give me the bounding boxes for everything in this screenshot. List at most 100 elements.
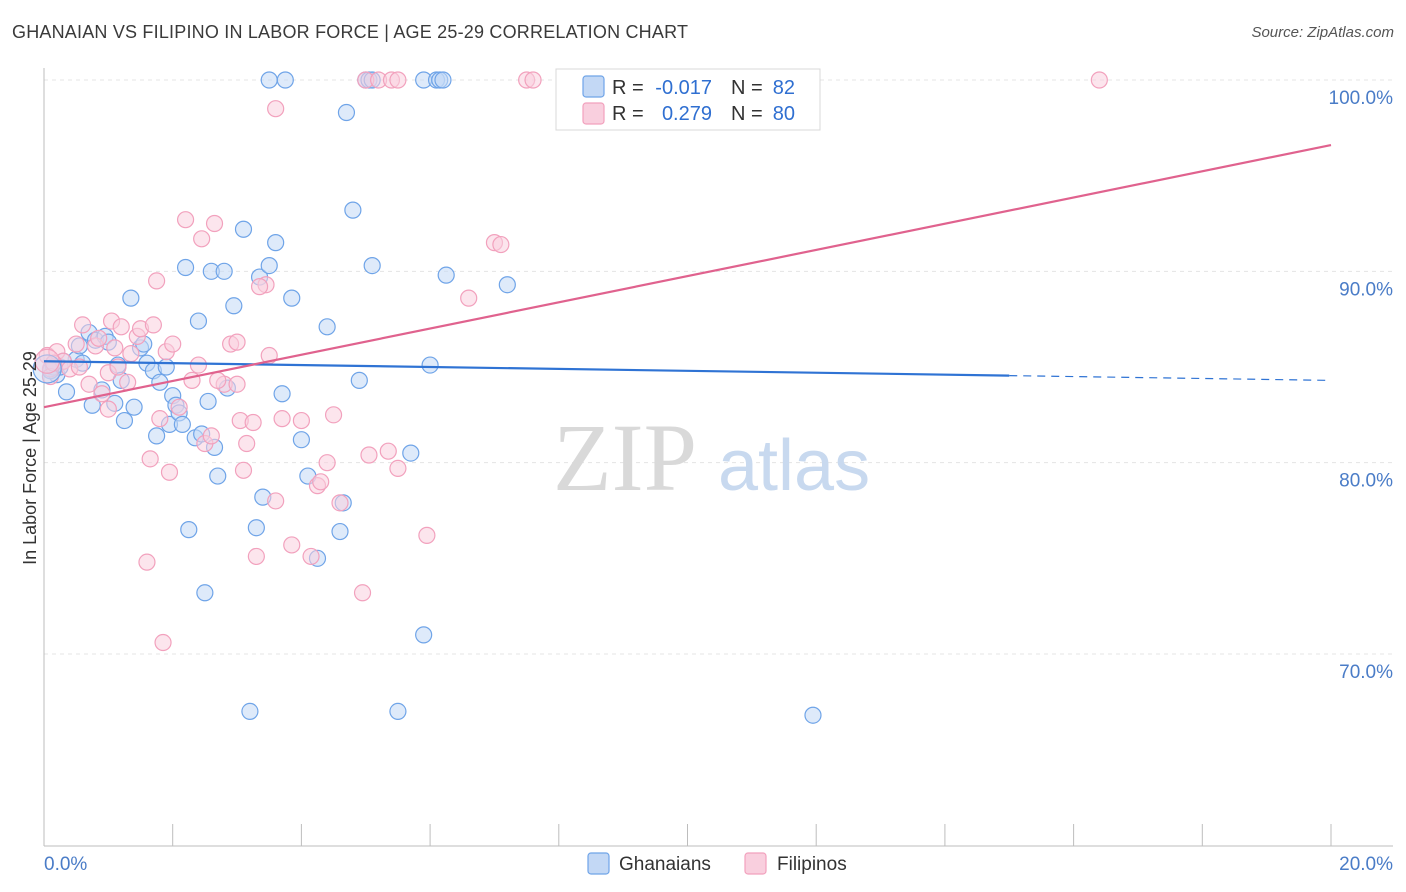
y-tick-label: 100.0% <box>1329 88 1394 109</box>
point-ghanaians <box>196 584 214 602</box>
x-tick-label: 20.0% <box>1339 854 1393 875</box>
point-filipinos <box>238 434 256 453</box>
legend-r-label-2: R = <box>612 103 644 125</box>
point-filipinos <box>267 100 285 118</box>
watermark: ZIP atlas <box>553 404 870 511</box>
point-filipinos <box>164 335 182 353</box>
legend-r-value-1: -0.017 <box>655 77 712 99</box>
point-ghanaians <box>173 415 191 433</box>
point-filipinos <box>112 318 130 336</box>
axes <box>43 68 1393 847</box>
point-filipinos <box>360 446 378 464</box>
point-ghanaians <box>273 385 291 403</box>
y-tick-label: 80.0% <box>1339 471 1393 492</box>
point-filipinos <box>324 406 343 424</box>
point-filipinos <box>353 584 372 602</box>
point-filipinos <box>379 442 397 460</box>
point-ghanaians <box>157 358 175 376</box>
series-legend: Ghanaians Filipinos <box>587 852 847 875</box>
series-legend-label-filipinos: Filipinos <box>777 854 847 875</box>
x-tick-label: 0.0% <box>44 854 87 875</box>
y-tick-labels: 70.0% 80.0% 90.0% 100.0% <box>1329 88 1394 683</box>
point-filipinos <box>273 410 291 428</box>
point-ghanaians <box>292 431 310 449</box>
point-ghanaians <box>337 103 356 122</box>
point-filipinos <box>144 316 162 334</box>
point-filipinos <box>292 411 310 430</box>
point-ghanaians <box>276 71 294 89</box>
point-ghanaians <box>247 519 265 537</box>
legend-n-label-2: N = <box>731 103 763 125</box>
point-ghanaians <box>122 289 140 307</box>
point-ghanaians <box>215 262 233 280</box>
point-ghanaians <box>189 312 208 330</box>
point-ghanaians <box>434 71 452 89</box>
point-filipinos <box>331 494 349 512</box>
y-tick-label: 70.0% <box>1339 662 1393 683</box>
point-filipinos <box>244 413 262 432</box>
point-filipinos <box>148 272 166 290</box>
point-ghanaians <box>498 276 516 294</box>
point-filipinos <box>312 473 330 491</box>
point-ghanaians <box>267 234 285 252</box>
point-ghanaians <box>331 522 349 541</box>
point-ghanaians <box>415 626 433 644</box>
x-tick-labels: 0.0% 20.0% <box>44 854 1393 875</box>
legend-swatch-ghanaians <box>582 75 605 98</box>
point-filipinos <box>228 333 246 351</box>
point-ghanaians <box>389 702 407 721</box>
point-ghanaians <box>199 392 217 411</box>
point-filipinos <box>141 450 159 468</box>
trend-line-filipinos <box>43 143 1332 409</box>
point-filipinos <box>228 375 246 393</box>
point-ghanaians <box>125 398 143 416</box>
point-filipinos <box>302 547 320 566</box>
point-ghanaians <box>344 201 362 219</box>
legend-n-label-1: N = <box>731 77 763 99</box>
point-ghanaians <box>260 256 278 275</box>
point-filipinos <box>193 230 211 248</box>
point-ghanaians <box>176 258 195 277</box>
point-ghanaians <box>350 371 368 389</box>
point-filipinos <box>1090 71 1108 89</box>
legend-r-value-2: 0.279 <box>662 103 712 125</box>
series-legend-swatch-filipinos <box>744 852 767 875</box>
point-filipinos <box>247 547 265 566</box>
point-ghanaians <box>148 427 166 445</box>
point-filipinos <box>202 427 220 445</box>
point-filipinos <box>122 345 140 363</box>
legend: R = -0.017 N = 82 R = 0.279 N = 80 <box>555 68 821 131</box>
point-ghanaians <box>283 289 301 307</box>
point-filipinos <box>70 358 88 376</box>
y-axis-label: In Labor Force | Age 25-29 <box>20 351 40 565</box>
watermark-zip: ZIP <box>553 404 697 511</box>
point-filipinos <box>209 371 227 389</box>
point-filipinos <box>138 553 156 571</box>
point-filipinos <box>205 214 224 233</box>
point-filipinos <box>283 536 301 554</box>
point-filipinos <box>460 289 478 307</box>
legend-swatch-filipinos <box>582 102 605 125</box>
series-legend-label-ghanaians: Ghanaians <box>619 854 711 875</box>
point-filipinos <box>389 459 407 478</box>
trend-line-extension-ghanaians <box>1009 375 1332 381</box>
trend-line-ghanaians <box>43 360 1010 377</box>
legend-r-label-1: R = <box>612 77 644 99</box>
y-tick-label: 90.0% <box>1339 279 1393 300</box>
point-filipinos <box>74 316 92 334</box>
legend-n-value-2: 80 <box>773 103 795 125</box>
point-filipinos <box>106 339 124 357</box>
point-ghanaians <box>318 318 336 336</box>
data-points <box>32 71 1108 724</box>
point-ghanaians <box>225 297 243 315</box>
point-filipinos <box>67 335 85 353</box>
legend-n-value-1: 82 <box>773 77 795 99</box>
point-filipinos <box>250 278 269 296</box>
point-ghanaians <box>209 467 227 485</box>
point-ghanaians <box>180 521 198 539</box>
point-filipinos <box>99 400 117 418</box>
series-ghanaians <box>41 71 822 724</box>
point-filipinos <box>160 463 179 481</box>
point-ghanaians <box>234 220 253 238</box>
